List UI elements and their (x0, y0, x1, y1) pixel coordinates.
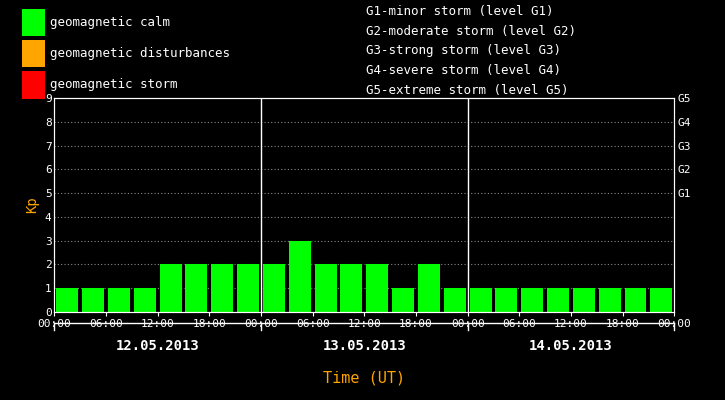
Text: geomagnetic disturbances: geomagnetic disturbances (50, 47, 231, 60)
Text: 14.05.2013: 14.05.2013 (529, 339, 613, 353)
Text: 12.05.2013: 12.05.2013 (116, 339, 199, 353)
Bar (366, 264, 388, 312)
FancyBboxPatch shape (22, 71, 44, 99)
Bar (108, 288, 130, 312)
Bar (470, 288, 492, 312)
Bar (134, 288, 156, 312)
Text: geomagnetic calm: geomagnetic calm (50, 16, 170, 29)
Bar (392, 288, 414, 312)
Bar (237, 264, 259, 312)
Bar (211, 264, 233, 312)
Bar (624, 288, 647, 312)
Bar (57, 288, 78, 312)
Text: G3-strong storm (level G3): G3-strong storm (level G3) (366, 44, 561, 58)
Bar (521, 288, 543, 312)
Bar (444, 288, 465, 312)
Bar (495, 288, 518, 312)
Bar (341, 264, 362, 312)
Bar (315, 264, 336, 312)
Bar (82, 288, 104, 312)
Text: G5-extreme storm (level G5): G5-extreme storm (level G5) (366, 84, 568, 97)
Y-axis label: Kp: Kp (25, 197, 39, 213)
Text: 13.05.2013: 13.05.2013 (323, 339, 406, 353)
Bar (289, 241, 311, 312)
FancyBboxPatch shape (22, 9, 44, 36)
Bar (263, 264, 285, 312)
Text: G1-minor storm (level G1): G1-minor storm (level G1) (366, 5, 554, 18)
Bar (547, 288, 569, 312)
Bar (573, 288, 594, 312)
Bar (650, 288, 672, 312)
Bar (599, 288, 621, 312)
Text: geomagnetic storm: geomagnetic storm (50, 78, 178, 92)
Bar (418, 264, 440, 312)
FancyBboxPatch shape (22, 40, 44, 68)
Bar (186, 264, 207, 312)
Text: G4-severe storm (level G4): G4-severe storm (level G4) (366, 64, 561, 77)
Bar (160, 264, 181, 312)
Text: Time (UT): Time (UT) (323, 370, 405, 386)
Text: G2-moderate storm (level G2): G2-moderate storm (level G2) (366, 25, 576, 38)
